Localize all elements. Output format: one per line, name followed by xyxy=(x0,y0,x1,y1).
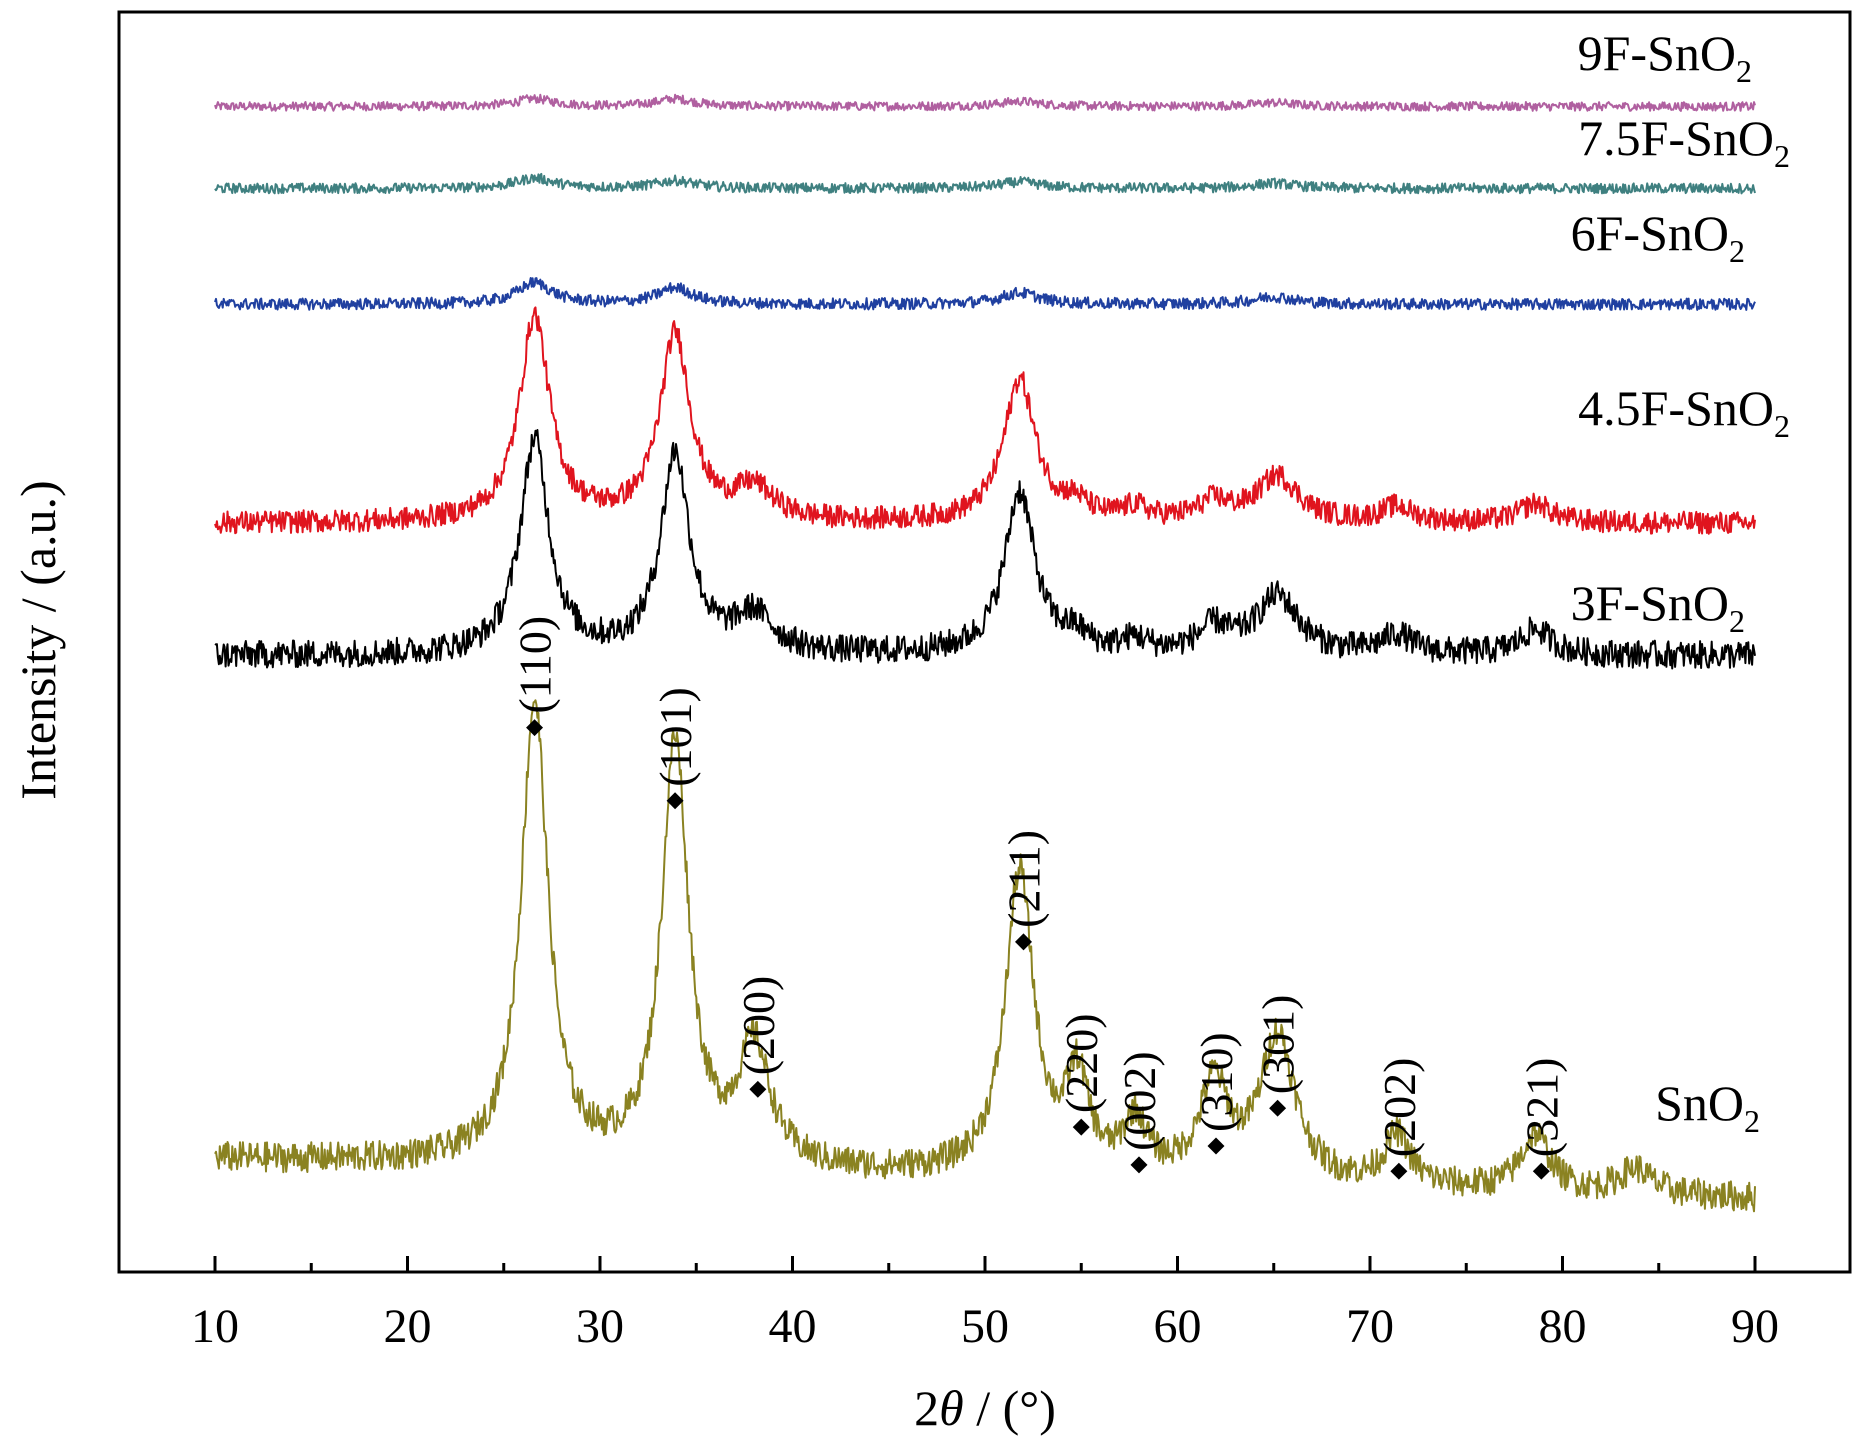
hkl-label: (200) xyxy=(733,976,784,1076)
series-line xyxy=(214,93,1756,112)
series-label-subscript: 2 xyxy=(1736,53,1752,89)
hkl-diamond-marker xyxy=(526,719,544,737)
hkl-diamond-marker xyxy=(1390,1162,1408,1180)
hkl-label: (101) xyxy=(650,687,701,787)
series-label: 6F-SnO2 xyxy=(1571,205,1745,269)
hkl-diamond-marker xyxy=(1269,1099,1287,1117)
series-label-text: SnO xyxy=(1655,1075,1744,1131)
x-tick-label: 70 xyxy=(1346,1300,1394,1353)
series-label-text: 6F-SnO xyxy=(1571,205,1729,261)
y-axis-title: Intensity / (a.u.) xyxy=(10,480,66,799)
x-tick-label: 40 xyxy=(769,1300,817,1353)
series-label-text: 4.5F-SnO xyxy=(1578,380,1774,436)
series-line xyxy=(214,277,1756,311)
series-line xyxy=(214,306,1756,535)
x-axis-title-symbol: θ xyxy=(939,1380,964,1436)
series-label-text: 3F-SnO xyxy=(1571,575,1729,631)
series-label: 3F-SnO2 xyxy=(1571,575,1745,639)
series-label-subscript: 2 xyxy=(1729,603,1745,639)
hkl-label: (002) xyxy=(1114,1051,1165,1151)
x-axis-ticks: 10 20 30 40 50 60 70 80 90 xyxy=(191,1256,1779,1353)
x-tick-label: 60 xyxy=(1154,1300,1202,1353)
hkl-label: (321) xyxy=(1516,1058,1567,1158)
series-label: 9F-SnO2 xyxy=(1578,25,1752,89)
series-label: SnO2 xyxy=(1655,1075,1760,1139)
hkl-label: (301) xyxy=(1253,995,1304,1095)
x-axis-title-suffix: / (°) xyxy=(964,1380,1056,1436)
hkl-label: (110) xyxy=(510,616,561,714)
hkl-diamond-marker xyxy=(1072,1118,1090,1136)
hkl-diamond-marker xyxy=(1207,1137,1225,1155)
x-axis-title-prefix: 2 xyxy=(914,1380,939,1436)
x-tick-label: 30 xyxy=(576,1300,624,1353)
x-tick-label: 10 xyxy=(191,1300,239,1353)
hkl-label: (220) xyxy=(1056,1013,1107,1113)
series-label-subscript: 2 xyxy=(1774,138,1790,174)
hkl-label: (211) xyxy=(999,830,1050,928)
hkl-diamond-marker xyxy=(1532,1162,1550,1180)
hkl-label: (202) xyxy=(1374,1058,1425,1158)
series-line xyxy=(214,699,1756,1213)
series-labels: 9F-SnO27.5F-SnO26F-SnO24.5F-SnO23F-SnO2S… xyxy=(1571,25,1790,1139)
series-label: 4.5F-SnO2 xyxy=(1578,380,1790,444)
series-traces xyxy=(214,93,1756,1213)
hkl-markers: (110) (101) (200) (211) (220) (002) (310) (301)… xyxy=(510,616,1567,1180)
x-tick-label: 80 xyxy=(1539,1300,1587,1353)
series-line xyxy=(214,429,1756,670)
plot-frame xyxy=(117,10,1852,1274)
series-label-text: 7.5F-SnO xyxy=(1578,110,1774,166)
x-axis-title: 2θ / (°) xyxy=(914,1380,1056,1436)
series-label: 7.5F-SnO2 xyxy=(1578,110,1790,174)
hkl-diamond-marker xyxy=(749,1080,767,1098)
x-tick-label: 90 xyxy=(1731,1300,1779,1353)
hkl-diamond-marker xyxy=(1130,1156,1148,1174)
series-label-subscript: 2 xyxy=(1774,408,1790,444)
x-tick-label: 50 xyxy=(961,1300,1009,1353)
series-label-text: 9F-SnO xyxy=(1578,25,1736,81)
hkl-diamond-marker xyxy=(666,792,684,810)
series-label-subscript: 2 xyxy=(1744,1103,1760,1139)
hkl-diamond-marker xyxy=(1015,933,1032,951)
series-label-subscript: 2 xyxy=(1729,233,1745,269)
x-tick-label: 20 xyxy=(384,1300,432,1353)
series-line xyxy=(214,172,1756,195)
hkl-label: (310) xyxy=(1191,1032,1242,1132)
